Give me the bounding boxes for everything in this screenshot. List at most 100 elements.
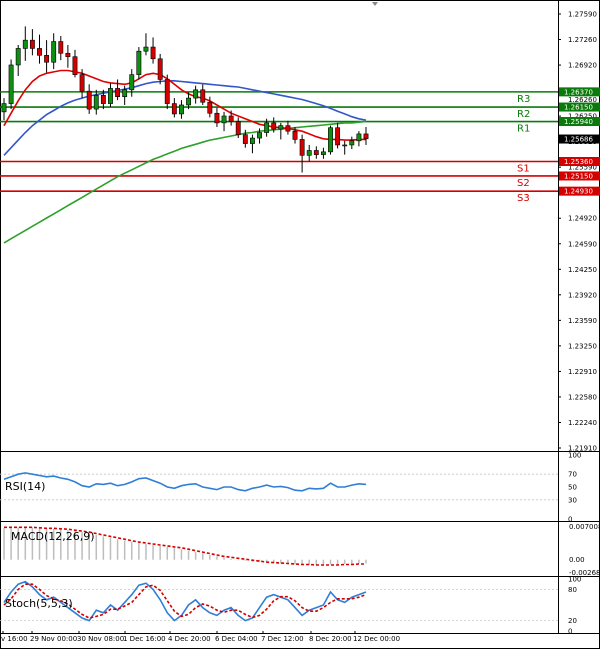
resistance-price-badge — [559, 87, 600, 97]
price-tick-label: 1.27590 — [568, 11, 597, 19]
price-tick-label: 1.26250 — [568, 113, 597, 121]
resistance-label-R3: R3 — [517, 94, 530, 105]
time-tick-label: v 16:00 — [1, 635, 28, 643]
stoch-panel: 100 80 20 0 Stoch(5,5,3) — [0, 576, 581, 636]
candle-body — [171, 103, 177, 115]
candle-body — [143, 46, 149, 52]
price-tick-label: 1.24920 — [568, 215, 597, 223]
stoch-signal-line — [3, 583, 367, 619]
candle-body — [1, 103, 7, 113]
candle-body — [242, 134, 248, 144]
candle-body — [193, 89, 199, 99]
candle-body — [8, 64, 14, 104]
time-tick-label: 30 Nov 08:00 — [77, 635, 124, 643]
candle-body — [150, 46, 156, 60]
candle-body — [186, 97, 191, 106]
ma-slow-line — [3, 120, 367, 244]
candle-body — [79, 74, 85, 92]
candle-body — [299, 139, 305, 156]
support-price-badge — [559, 186, 600, 196]
candle-body — [228, 115, 234, 122]
support-price-label: 1.25360 — [564, 158, 593, 166]
stoch-tick-label: 80 — [568, 586, 577, 594]
candle-body — [115, 88, 120, 97]
candle-body — [306, 150, 312, 156]
candle-body — [356, 133, 362, 142]
macd-label: MACD(12,26,9) — [11, 530, 95, 543]
stoch-tick-label: 100 — [568, 576, 581, 584]
rsi-panel: 100 70 50 30 0 RSI(14) — [0, 452, 581, 524]
ma-mid-line — [3, 80, 367, 156]
price-tick-label: 1.21910 — [568, 445, 597, 453]
candle-body — [72, 56, 78, 75]
macd-panel: 0.007008 0.00 -0.002683 MACD(12,26,9) — [3, 523, 600, 577]
resistance-price-label: 1.26370 — [564, 88, 593, 96]
candle-body — [235, 121, 241, 135]
time-tick-label: 6 Dec 04:00 — [215, 635, 258, 643]
macd-tick-label: -0.002683 — [569, 569, 600, 577]
macd-tick-label: 0.007008 — [569, 523, 600, 531]
time-tick-label: 12 Dec 00:00 — [353, 635, 400, 643]
price-tick-label: 1.23590 — [568, 317, 597, 325]
current-price-label: 1.25686 — [564, 136, 593, 144]
candle-body — [271, 122, 277, 130]
support-label-S1: S1 — [517, 164, 530, 175]
support-price-label: 1.24930 — [564, 188, 593, 196]
candle-body — [44, 55, 50, 63]
candle-body — [108, 88, 113, 104]
candle-body — [15, 48, 21, 66]
candle-body — [200, 89, 206, 103]
candle-body — [51, 41, 57, 63]
candle-body — [122, 89, 128, 97]
resistance-price-label: 1.25940 — [564, 118, 593, 126]
candle-body — [363, 133, 369, 140]
price-tick-label: 1.23250 — [568, 342, 597, 350]
candle-body — [313, 150, 319, 155]
candle-body — [285, 125, 291, 132]
resistance-label-R2: R2 — [517, 109, 530, 120]
candle-body — [264, 122, 270, 133]
candle-body — [328, 127, 333, 153]
support-price-badge — [559, 157, 600, 167]
ma-fast-line — [3, 69, 366, 141]
rsi-tick-label: 70 — [568, 471, 577, 479]
candle-body — [93, 95, 99, 110]
candle-body — [136, 50, 142, 75]
candle-body — [58, 41, 64, 54]
candle-body — [207, 101, 213, 114]
price-tick-label: 1.22240 — [568, 419, 597, 427]
macd-tick-label: 0.00 — [569, 556, 585, 564]
time-tick-label: 29 Nov 00:00 — [30, 635, 77, 643]
candle-body — [257, 132, 262, 139]
time-tick-label: 8 Dec 20:00 — [309, 635, 352, 643]
candle-body — [22, 39, 28, 49]
price-tick-label: 1.24250 — [568, 266, 597, 274]
time-tick-label: 4 Dec 20:00 — [168, 635, 211, 643]
rsi-tick-label: 0 — [568, 516, 572, 524]
candle-body — [250, 137, 255, 144]
extra-price-label: 1.26260 — [568, 96, 597, 104]
stoch-label: Stoch(5,5,3) — [5, 597, 73, 610]
price-tick-label: 1.27260 — [568, 36, 597, 44]
price-tick-label: 1.22910 — [568, 368, 597, 376]
rsi-line — [3, 472, 367, 492]
support-price-badge — [559, 171, 600, 181]
price-tick-label: 1.22580 — [568, 393, 597, 401]
main-panel: 1.275901.272601.269201.265901.262501.259… — [0, 11, 600, 453]
rsi-tick-label: 30 — [568, 496, 577, 504]
candle-body — [37, 48, 42, 56]
candle-body — [342, 144, 348, 147]
price-tick-label: 1.26920 — [568, 62, 597, 70]
rsi-tick-label: 50 — [568, 484, 577, 492]
candle-body — [292, 130, 298, 140]
stoch-tick-label: 0 — [568, 628, 572, 636]
candle-body — [221, 115, 227, 124]
candle-body — [349, 140, 355, 146]
rsi-tick-label: 100 — [568, 452, 581, 460]
candle-body — [179, 104, 184, 115]
candle-body — [278, 125, 284, 130]
resistance-price-label: 1.26150 — [564, 104, 593, 112]
stoch-tick-label: 20 — [568, 617, 577, 625]
price-tick-label: 1.23920 — [568, 291, 597, 299]
